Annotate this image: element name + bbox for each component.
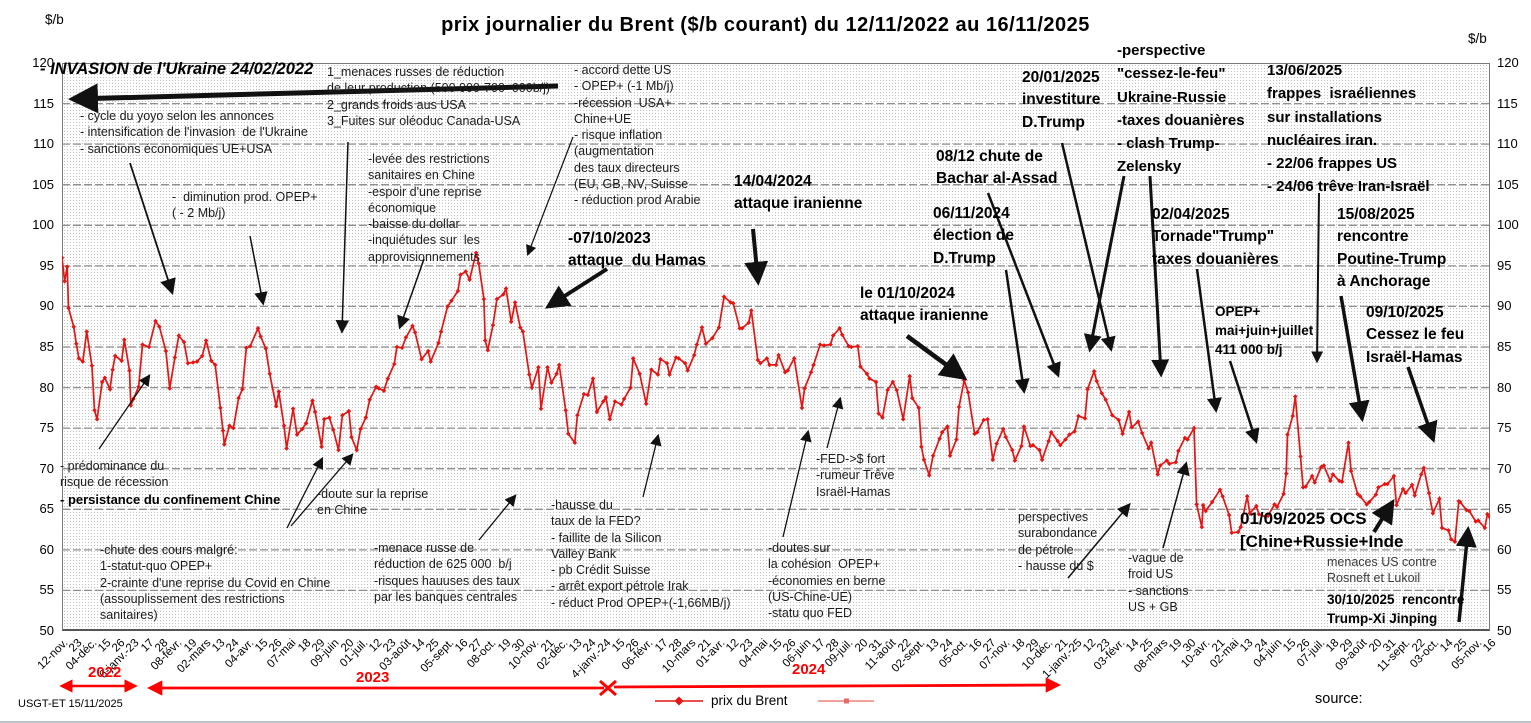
legend-label: prix du Brent: [711, 693, 788, 708]
annotation-accord-dette-us: - accord dette US - OPEP+ (-1 Mb/j) -réc…: [574, 63, 701, 207]
y-tick-label: 95: [39, 257, 54, 273]
y-tick-label: 55: [1497, 582, 1512, 598]
chart-title: prix journalier du Brent ($/b courant) d…: [441, 14, 1090, 36]
y-tick-label: 60: [1497, 541, 1512, 557]
year-label-2024: 2024: [792, 661, 826, 678]
annotation-attaque-iranienne-octobre: le 01/10/2024 attaque iranienne: [860, 285, 989, 325]
annotation-menaces-rosneft-lukoil: menaces US contre Rosneft et Lukoil: [1327, 555, 1437, 586]
annotation-fed-dollar-fort: -FED->$ fort -rumeur Trêve Israël-Hamas: [816, 452, 895, 499]
annotation-investiture-trump: 20/01/2025 investiture D.Trump: [1022, 69, 1101, 131]
year-label-2023: 2023: [356, 669, 390, 686]
credit-text: USGT-ET 15/11/2025: [18, 698, 123, 710]
y-tick-label: 50: [1497, 622, 1512, 638]
y-tick-label: 85: [1497, 338, 1512, 354]
annotation-surabondance-petrole: perspectives surabondance de pétrole - h…: [1018, 510, 1098, 573]
legend-secondary-marker-icon: [817, 698, 874, 703]
y-tick-label: 110: [1497, 136, 1518, 152]
y-tick-label: 65: [39, 501, 54, 517]
annotation-hausse-taux-fed: -hausse du taux de la FED? - faillite de…: [551, 498, 731, 610]
y-tick-label: 120: [1497, 55, 1519, 70]
y-tick-label: 50: [39, 622, 54, 638]
annotation-attaque-iranienne-avril: 14/04/2024 attaque iranienne: [734, 173, 863, 213]
annotation-doutes-cohesion-opep: -doutes sur la cohésion OPEP+ -économies…: [768, 541, 886, 620]
y-tick-label: 70: [1497, 460, 1512, 476]
y-tick-label: 65: [1497, 501, 1512, 517]
y-tick-label: 80: [1497, 379, 1512, 395]
legend-line-marker-icon: [655, 696, 703, 705]
annotation-menace-russe-625000: -menace russe de réduction de 625 000 b/…: [374, 541, 520, 604]
y-tick-label: 70: [39, 460, 54, 476]
y-axis-unit-right: $/b: [1468, 31, 1487, 46]
annotation-opep-411000: OPEP+ mai+juin+juillet 411 000 b/j: [1215, 304, 1314, 357]
annotation-cycle-yoyo: - cycle du yoyo selon les annonces - int…: [80, 109, 308, 156]
y-tick-label: 80: [39, 379, 54, 395]
x-tick-label: 16: [1480, 637, 1499, 655]
y-tick-label: 100: [1497, 217, 1519, 233]
source-label: source:: [1315, 691, 1363, 707]
y-tick-label: 75: [1497, 420, 1512, 436]
annotation-attaque-hamas: -07/10/2023 attaque du Hamas: [568, 230, 706, 270]
y-tick-label: 115: [33, 95, 54, 111]
annotation-vague-de-froid: -vague de froid US - sanctions US + GB: [1128, 551, 1189, 614]
annotation-cessez-feu-israel-hamas: 09/10/2025 Cessez le feu Israël-Hamas: [1366, 304, 1465, 366]
y-tick-label: 55: [39, 582, 54, 598]
annotation-frappes-israeliennes: 13/06/2025 frappes israéliennes sur inst…: [1267, 62, 1430, 196]
annotation-election-trump: 06/11/2024 élection de D.Trump: [933, 205, 1014, 267]
chart-legend: prix du Brent: [655, 693, 874, 708]
annotation-rencontre-trump-xi: 30/10/2025 rencontre Trump-Xi Jinping: [1327, 592, 1465, 626]
y-tick-label: 90: [1497, 298, 1512, 314]
annotation-predominance-recession: - prédominance du risque de récession: [60, 459, 169, 490]
x-tick-label: 12-nov.: [35, 637, 71, 673]
y-tick-label: 115: [1497, 95, 1518, 111]
y-tick-label: 120: [32, 55, 54, 70]
annotation-diminution-opep: - diminution prod. OPEP+ ( - 2 Mb/j): [172, 190, 318, 221]
annotation-rencontre-anchorage: 15/08/2025 rencontre Poutine-Trump à Anc…: [1337, 206, 1447, 291]
red-timeline-arrows: [59, 677, 1062, 697]
y-tick-label: 60: [39, 541, 54, 557]
annotation-ocs-chine-russie-inde: 01/09/2025 OCS [Chine+Russie+Inde: [1240, 509, 1404, 551]
annotation-cessez-le-feu: -perspective "cessez-le-feu" Ukraine-Rus…: [1117, 42, 1245, 176]
y-tick-label: 75: [39, 420, 54, 436]
annotation-levee-restrictions: -levée des restrictions sanitaires en Ch…: [368, 152, 490, 264]
year-label-2022: 2022: [88, 664, 122, 681]
y-tick-label: 105: [32, 176, 54, 192]
timeline-x-marker: [599, 679, 617, 697]
annotation-chute-des-cours: -chute des cours malgré: 1-statut-quo OP…: [100, 543, 331, 622]
y-axis-unit-left: $/b: [45, 12, 64, 27]
annotation-invasion-ukraine: - INVASION de l'Ukraine 24/02/2022: [40, 60, 314, 78]
y-tick-label: 95: [1497, 257, 1512, 273]
annotation-chute-assad: 08/12 chute de Bachar al-Assad: [936, 148, 1058, 188]
y-tick-label: 110: [33, 136, 54, 152]
y-tick-label: 85: [39, 338, 54, 354]
annotation-menaces-russes: 1_menaces russes de réduction de leur pr…: [327, 65, 551, 128]
y-tick-label: 90: [39, 298, 54, 314]
annotation-tornade-trump: 02/04/2025 Tornade"Trump" taxes douanièr…: [1152, 206, 1279, 268]
annotation-doute-reprise-chine: -doute sur la reprise en Chine: [317, 487, 429, 518]
y-tick-label: 105: [1497, 176, 1519, 192]
annotation-persistance-confinement: - persistance du confinement Chine: [60, 492, 281, 507]
y-tick-label: 100: [32, 217, 54, 233]
